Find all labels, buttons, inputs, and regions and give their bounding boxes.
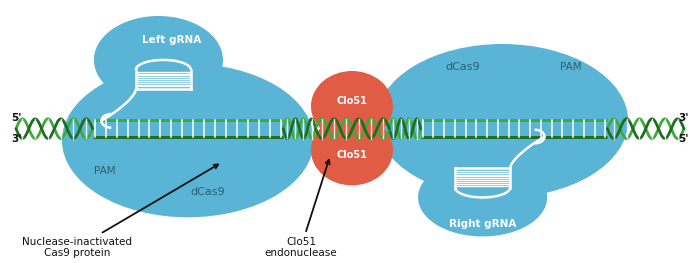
Text: 5': 5' <box>678 134 689 144</box>
Text: 3': 3' <box>678 113 689 123</box>
Ellipse shape <box>312 116 392 185</box>
Text: Right gRNA: Right gRNA <box>449 219 517 229</box>
Text: Nuclease-inactivated
Cas9 protein: Nuclease-inactivated Cas9 protein <box>22 165 218 258</box>
Ellipse shape <box>94 17 223 103</box>
Ellipse shape <box>377 45 627 197</box>
Ellipse shape <box>419 159 547 236</box>
Text: Clo51: Clo51 <box>337 150 368 160</box>
Text: 3': 3' <box>11 134 22 144</box>
Text: Left gRNA: Left gRNA <box>141 35 201 45</box>
Text: Clo51: Clo51 <box>337 96 368 106</box>
Text: dCas9: dCas9 <box>446 62 480 72</box>
Ellipse shape <box>63 64 313 217</box>
Text: 5': 5' <box>11 113 22 123</box>
Text: Clo51
endonuclease: Clo51 endonuclease <box>265 160 337 258</box>
Text: dCas9: dCas9 <box>190 186 225 196</box>
Text: PAM: PAM <box>94 166 116 176</box>
Ellipse shape <box>312 72 392 140</box>
Text: PAM: PAM <box>560 62 582 72</box>
